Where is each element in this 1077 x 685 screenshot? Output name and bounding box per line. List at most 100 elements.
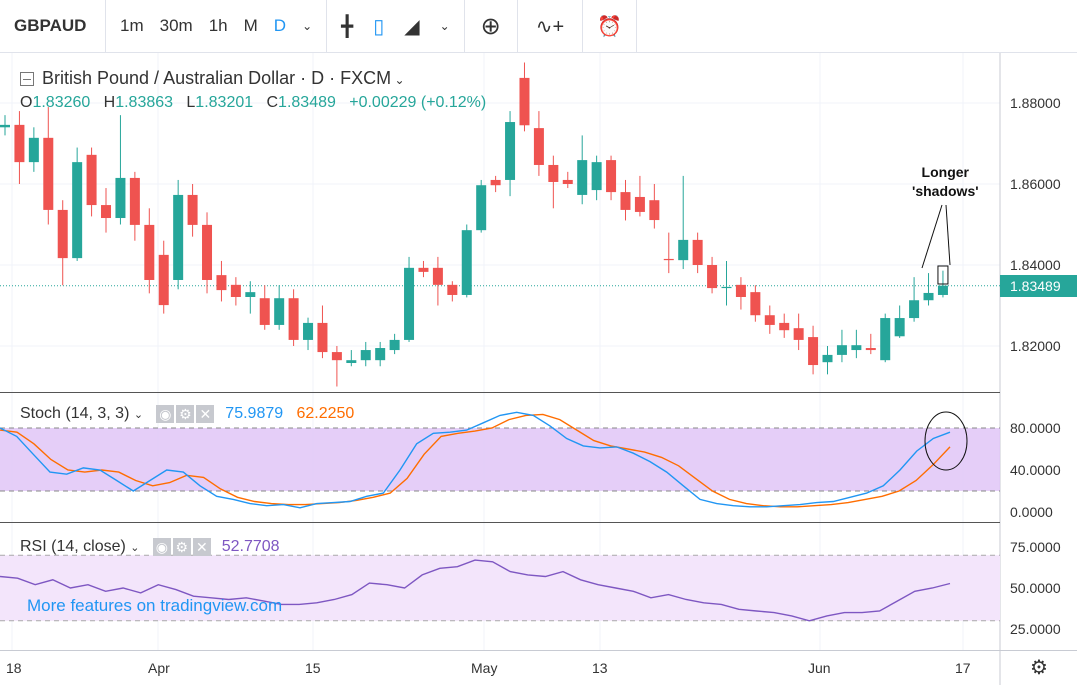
bars-icon[interactable]: ╋ xyxy=(341,15,354,38)
stoch-d-line xyxy=(0,413,951,508)
candle-body xyxy=(822,354,833,363)
stoch-tick: 80.0000 xyxy=(1010,420,1061,436)
annotation-box xyxy=(937,265,949,285)
candle-body xyxy=(331,352,342,361)
candle-body xyxy=(692,239,703,265)
close-value: 1.83489 xyxy=(278,94,336,111)
annotation-ellipse xyxy=(924,411,968,471)
candle-body xyxy=(461,230,472,295)
annotation-line xyxy=(921,204,943,269)
compare-icon[interactable]: ∿+ xyxy=(535,15,565,38)
candle-body xyxy=(346,360,357,364)
symbol-button[interactable]: GBPAUD xyxy=(0,0,106,53)
candle-body xyxy=(519,77,530,126)
rsi-tick: 25.0000 xyxy=(1010,621,1061,637)
gear-icon[interactable]: ⚙ xyxy=(176,405,195,423)
candle-body xyxy=(259,298,270,325)
candle-body xyxy=(649,200,660,221)
time-tick: 13 xyxy=(592,660,608,676)
candle-body xyxy=(808,337,819,366)
candle-body xyxy=(505,122,516,180)
candles-icon[interactable]: ▯ xyxy=(373,15,385,38)
candle-body xyxy=(57,209,68,259)
collapse-icon[interactable] xyxy=(20,72,34,87)
stoch-k-value: 75.9879 xyxy=(225,405,284,423)
chevron-down-icon[interactable]: ⌄ xyxy=(130,542,140,555)
timeframe-group: 1m 30m 1h M D ⌄ xyxy=(106,0,328,53)
stoch-k-line xyxy=(0,411,951,509)
candle-body xyxy=(101,205,112,219)
last-price-label: 1.83489 xyxy=(1000,275,1077,297)
rsi-tick: 50.0000 xyxy=(1010,580,1061,596)
chart-type-group: ╋ ▯ ◢ ⌄ xyxy=(327,0,465,53)
candle-body xyxy=(707,265,718,289)
price-tick: 1.88000 xyxy=(1010,95,1061,111)
stoch-d-value: 62.2250 xyxy=(296,405,355,423)
candle-body xyxy=(202,224,213,280)
timeframe-1m[interactable]: 1m xyxy=(120,16,144,35)
time-tick: Apr xyxy=(148,660,170,676)
candle-body xyxy=(129,177,140,225)
candle-body xyxy=(548,164,559,182)
chevron-down-icon[interactable]: ⌄ xyxy=(391,73,405,87)
candle-body xyxy=(678,239,689,261)
candle-body xyxy=(173,194,184,280)
chevron-down-icon[interactable]: ⌄ xyxy=(302,19,313,33)
open-value: 1.83260 xyxy=(32,94,91,111)
rsi-line xyxy=(0,559,951,622)
high-value: 1.83863 xyxy=(115,94,174,111)
candle-body xyxy=(923,292,934,301)
candle-body xyxy=(793,328,804,340)
candle-body xyxy=(533,128,544,165)
watermark-link[interactable]: More features on tradingview.com xyxy=(27,596,283,615)
candle-body xyxy=(230,284,241,297)
annotation-line xyxy=(945,204,951,266)
candle-body xyxy=(274,298,285,325)
price-tick: 1.82000 xyxy=(1010,338,1061,354)
timeframe-D[interactable]: D xyxy=(273,16,287,35)
candle-body xyxy=(72,162,83,259)
candle-body xyxy=(43,137,54,210)
close-icon[interactable]: ✕ xyxy=(196,405,215,423)
ohlc-values: O1.83260 H1.83863 L1.83201 C1.83489 +0.0… xyxy=(20,94,487,111)
candle-body xyxy=(216,275,227,291)
candle-body xyxy=(447,284,458,295)
candle-body xyxy=(158,254,169,306)
timeframe-30m[interactable]: 30m xyxy=(159,16,193,35)
chevron-down-icon[interactable]: ⌄ xyxy=(439,19,450,33)
candle-body xyxy=(14,124,25,163)
candle-body xyxy=(490,179,501,186)
close-icon[interactable]: ✕ xyxy=(192,538,211,556)
candle-body xyxy=(591,162,602,191)
top-toolbar: GBPAUD 1m 30m 1h M D ⌄ ╋ ▯ ◢ ⌄ ⊕ ∿+ ⏰ xyxy=(0,0,1077,53)
candle-body xyxy=(735,284,746,297)
eye-icon[interactable]: ◉ xyxy=(156,405,175,423)
candle-body xyxy=(606,160,617,193)
candle-body xyxy=(375,348,386,361)
candle-body xyxy=(404,267,415,340)
settings-gear-icon[interactable]: ⚙ xyxy=(1030,657,1048,679)
gear-icon[interactable]: ⚙ xyxy=(172,538,191,556)
candle-body xyxy=(937,285,948,295)
candle-body xyxy=(418,267,429,272)
eye-icon[interactable]: ◉ xyxy=(152,538,171,556)
candle-body xyxy=(577,160,588,195)
candle-body xyxy=(836,345,847,355)
candle-body xyxy=(144,224,155,280)
candle-body xyxy=(0,124,10,128)
candle-body xyxy=(187,194,198,225)
candle-body xyxy=(634,196,645,212)
candle-body xyxy=(880,318,891,361)
candle-body xyxy=(894,318,905,337)
add-indicator-icon[interactable]: ⊕ xyxy=(480,12,501,40)
alert-icon[interactable]: ⏰ xyxy=(597,15,623,38)
candle-body xyxy=(360,350,371,361)
area-chart-icon[interactable]: ◢ xyxy=(404,15,420,38)
stoch-tick: 40.0000 xyxy=(1010,462,1061,478)
time-tick: 15 xyxy=(305,660,321,676)
candle-body xyxy=(851,345,862,351)
chevron-down-icon[interactable]: ⌄ xyxy=(133,409,144,422)
timeframe-M[interactable]: M xyxy=(243,16,258,35)
timeframe-1h[interactable]: 1h xyxy=(208,16,228,35)
